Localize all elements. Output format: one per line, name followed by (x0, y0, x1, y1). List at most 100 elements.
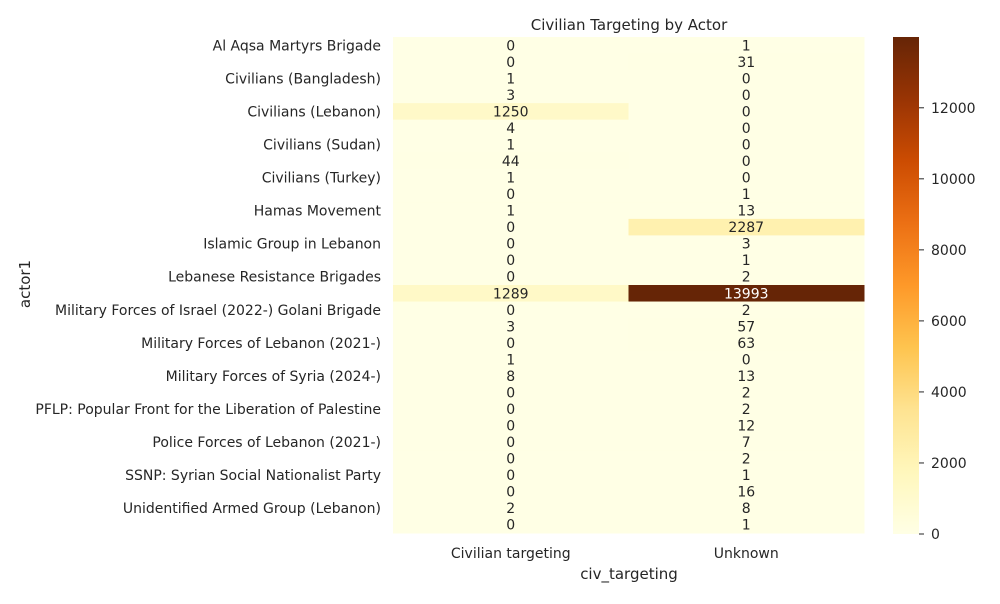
heatmap-cell (628, 384, 865, 402)
cell-value-label: 0 (742, 71, 751, 87)
heatmap-cell (628, 483, 865, 501)
cell-value-label: 0 (506, 518, 515, 534)
cell-value-label: 1 (506, 204, 515, 220)
cell-value-label: 0 (506, 55, 515, 71)
heatmap-cell (393, 119, 629, 137)
heatmap-cell (628, 400, 865, 418)
row-tick-label: Police Forces of Lebanon (2021-) (152, 435, 381, 451)
x-axis-label: civ_targeting (580, 565, 678, 584)
cell-value-label: 0 (506, 452, 515, 468)
heatmap-cell (628, 499, 865, 517)
heatmap-cell (393, 251, 629, 269)
heatmap-cell (628, 417, 865, 435)
heatmap-cell (628, 367, 865, 385)
colorbar-tick-label: 6000 (931, 314, 967, 330)
heatmap-cell (393, 103, 629, 121)
cell-value-label: 2 (742, 385, 751, 401)
cell-value-label: 0 (506, 402, 515, 418)
heatmap-cell (393, 53, 629, 71)
heatmap-cell (393, 318, 629, 336)
heatmap-cell (393, 86, 629, 104)
cell-value-label: 1 (742, 253, 751, 269)
cell-value-label: 2 (742, 452, 751, 468)
cell-value-label: 8 (742, 501, 751, 517)
heatmap-cell (393, 235, 629, 253)
row-tick-label: Al Aqsa Martyrs Brigade (213, 38, 381, 54)
heatmap-cell (393, 499, 629, 517)
cell-value-label: 1250 (493, 104, 529, 120)
row-tick-label: Civilians (Lebanon) (247, 104, 381, 120)
heatmap-cell (393, 384, 629, 402)
heatmap-cell (628, 301, 865, 319)
column-tick-labels: Civilian targeting Unknown (451, 546, 779, 562)
cell-value-label: 13 (737, 204, 755, 220)
heatmap-cell (628, 285, 865, 303)
cell-value-label: 1 (742, 38, 751, 54)
cell-value-label: 0 (506, 435, 515, 451)
cell-value-label: 3 (506, 319, 515, 335)
colorbar-tick-label: 10000 (931, 172, 976, 188)
heatmap-cell (393, 37, 629, 55)
cell-value-label: 0 (742, 352, 751, 368)
cell-value-label: 1 (742, 187, 751, 203)
cell-value-label: 4 (506, 121, 515, 137)
heatmap-cell (393, 466, 629, 484)
heatmap-cell (393, 351, 629, 369)
cell-value-label: 0 (506, 485, 515, 501)
heatmap-cell (628, 103, 865, 121)
heatmap-cell (628, 235, 865, 253)
heatmap-cell (628, 202, 865, 220)
heatmap-cell (393, 433, 629, 451)
cell-value-label: 57 (737, 319, 755, 335)
row-tick-labels: Al Aqsa Martyrs Brigade Civilians (Bangla… (35, 38, 381, 517)
heatmap-cell (393, 136, 629, 154)
cell-value-label: 2287 (728, 220, 764, 236)
heatmap-cell (628, 334, 865, 352)
heatmap-cell (628, 136, 865, 154)
cell-value-label: 1 (742, 518, 751, 534)
cell-value-label: 2 (742, 270, 751, 286)
colorbar-ticks: 0 2000 4000 6000 8000 10000 12000 (919, 101, 976, 543)
cell-value-label: 0 (742, 104, 751, 120)
cell-value-label: 0 (506, 303, 515, 319)
row-tick-label: Civilians (Turkey) (262, 171, 381, 187)
cell-value-label: 0 (506, 270, 515, 286)
heatmap-cell (393, 169, 629, 187)
cell-value-label: 0 (742, 154, 751, 170)
heatmap-cell (393, 334, 629, 352)
cell-value-label: 0 (742, 137, 751, 153)
row-tick-label: Military Forces of Lebanon (2021-) (141, 336, 381, 352)
cell-value-label: 13 (737, 369, 755, 385)
row-tick-label: Civilians (Bangladesh) (225, 71, 381, 87)
cell-value-label: 0 (742, 171, 751, 187)
cell-value-label: 1 (742, 468, 751, 484)
cell-value-label: 1 (506, 137, 515, 153)
cell-value-label: 0 (506, 336, 515, 352)
cell-value-label: 3 (506, 88, 515, 104)
chart-title: Civilian Targeting by Actor (531, 16, 728, 34)
cell-value-label: 63 (737, 336, 755, 352)
heatmap-cell (628, 152, 865, 170)
row-tick-label: Islamic Group in Lebanon (203, 237, 381, 253)
cell-value-label: 0 (742, 88, 751, 104)
cell-value-label: 0 (506, 237, 515, 253)
heatmap-cell (628, 516, 865, 534)
row-tick-label: SSNP: Syrian Social Nationalist Party (125, 468, 381, 484)
heatmap-cell (393, 202, 629, 220)
cell-value-label: 1 (506, 352, 515, 368)
cell-value-label: 0 (506, 187, 515, 203)
heatmap-cell (628, 251, 865, 269)
cell-value-label: 0 (506, 220, 515, 236)
cell-value-label: 12 (737, 419, 755, 435)
heatmap-cell (628, 70, 865, 88)
row-tick-label: Military Forces of Israel (2022-) Golani… (55, 303, 381, 319)
column-tick-label: Unknown (714, 546, 779, 562)
heatmap-cell (393, 367, 629, 385)
cell-value-label: 2 (742, 402, 751, 418)
row-tick-label: Hamas Movement (254, 204, 382, 220)
heatmap-cell (628, 268, 865, 286)
heatmap-cell (393, 218, 629, 236)
heatmap-cell (393, 417, 629, 435)
heatmap-cell (628, 185, 865, 203)
